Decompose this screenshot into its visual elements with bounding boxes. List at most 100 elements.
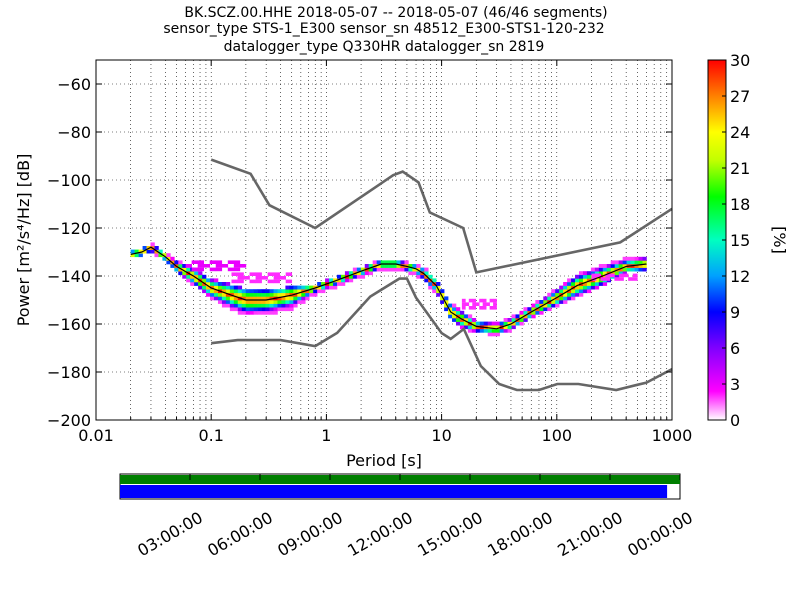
- psd-cell: [360, 274, 366, 279]
- psd-cell: [356, 271, 362, 276]
- psd-cell: [459, 321, 465, 326]
- psd-outlier-cell: [591, 273, 597, 278]
- psd-cell: [559, 296, 564, 301]
- psd-outlier-cell: [482, 298, 487, 303]
- timeline-tick-label: 18:00:00: [484, 508, 556, 560]
- psd-cell: [630, 267, 635, 272]
- psd-outlier-cell: [618, 273, 624, 278]
- psd-cell: [638, 264, 643, 268]
- psd-cell: [198, 285, 203, 290]
- psd-cell: [277, 296, 282, 301]
- psd-cell: [273, 307, 278, 312]
- psd-cell: [372, 267, 377, 272]
- psd-cell: [642, 267, 647, 272]
- psd-cell: [444, 300, 449, 304]
- psd-cell: [166, 260, 171, 265]
- psd-cell: [253, 303, 258, 308]
- psd-cell: [459, 310, 465, 315]
- psd-cell: [245, 289, 251, 294]
- psd-outlier-cell: [197, 267, 205, 272]
- psd-cell: [563, 289, 568, 294]
- psd-cell: [221, 300, 227, 304]
- psd-cell: [261, 300, 266, 304]
- psd-cell: [289, 289, 294, 294]
- psd-outlier-cell: [461, 302, 466, 306]
- psd-cell: [229, 303, 235, 308]
- psd-outlier-cell: [243, 276, 250, 280]
- psd-cell: [471, 318, 477, 322]
- psd-cell: [412, 271, 417, 276]
- psd-cell: [245, 292, 251, 297]
- psd-cell: [194, 271, 199, 276]
- psd-cell: [598, 271, 604, 276]
- psd-cell: [206, 285, 211, 290]
- psd-cell: [563, 282, 568, 286]
- psd-cell: [388, 260, 393, 265]
- psd-cell: [249, 292, 254, 297]
- psd-cell: [515, 321, 520, 326]
- psd-cell: [317, 285, 322, 290]
- psd-cell: [210, 282, 215, 286]
- x-tick-label: 0.01: [78, 426, 114, 445]
- psd-cell: [206, 292, 211, 297]
- psd-cell: [182, 264, 187, 268]
- psd-cell: [563, 285, 568, 290]
- colorbar-tick-label: 15: [730, 231, 750, 250]
- psd-cell: [261, 307, 266, 312]
- colorbar-tick-label: 27: [730, 87, 750, 106]
- psd-cell: [352, 274, 358, 279]
- psd-cell: [237, 300, 243, 304]
- psd-outlier-cell: [209, 267, 217, 272]
- psd-cell: [356, 267, 362, 272]
- psd-cell: [463, 321, 469, 326]
- psd-cell: [249, 303, 254, 308]
- y-tick-label: −160: [47, 315, 91, 334]
- psd-cell: [559, 300, 564, 304]
- psd-cell: [384, 264, 389, 268]
- psd-cell: [582, 285, 588, 290]
- psd-cell: [317, 282, 322, 286]
- psd-cell: [225, 285, 231, 290]
- psd-cell: [610, 271, 616, 276]
- colorbar-tick-label: 9: [730, 303, 740, 322]
- y-tick-label: −140: [47, 267, 91, 286]
- psd-cell: [452, 303, 457, 308]
- psd-cell: [495, 321, 500, 326]
- timeline-tick-label: 15:00:00: [414, 508, 486, 560]
- psd-cell: [598, 267, 604, 272]
- psd-cell: [384, 267, 389, 272]
- psd-cell: [511, 314, 516, 319]
- psd-outlier-cell: [237, 279, 244, 284]
- psd-cell: [348, 278, 354, 283]
- psd-cell: [265, 292, 270, 297]
- psd-cell: [360, 267, 366, 272]
- psd-cell: [563, 300, 568, 304]
- psd-outlier-cell: [227, 260, 235, 264]
- psd-cell: [467, 318, 473, 322]
- psd-cell: [229, 285, 235, 290]
- psd-cell: [515, 314, 520, 319]
- psd-cell: [539, 307, 544, 312]
- x-tick-label: 0.1: [198, 426, 223, 445]
- psd-outlier-cell: [249, 279, 256, 284]
- psd-cell: [614, 260, 619, 265]
- psd-cell: [265, 307, 270, 312]
- psd-cell: [523, 307, 528, 312]
- psd-cell: [471, 321, 477, 326]
- psd-cell: [150, 242, 155, 247]
- psd-cell: [408, 267, 413, 272]
- psd-outlier-cell: [191, 267, 198, 272]
- psd-cell: [368, 264, 373, 268]
- psd-cell: [221, 303, 227, 308]
- psd-outlier-cell: [285, 272, 293, 276]
- psd-outlier-cell: [482, 306, 487, 310]
- psd-cell: [221, 289, 227, 294]
- psd-cell: [507, 318, 512, 322]
- psd-cell: [638, 260, 643, 265]
- psd-cell: [249, 310, 254, 315]
- psd-cell: [162, 253, 167, 258]
- psd-cell: [571, 292, 576, 297]
- psd-cell: [277, 307, 282, 312]
- psd-outlier-cell: [479, 298, 483, 303]
- psd-cell: [293, 303, 298, 308]
